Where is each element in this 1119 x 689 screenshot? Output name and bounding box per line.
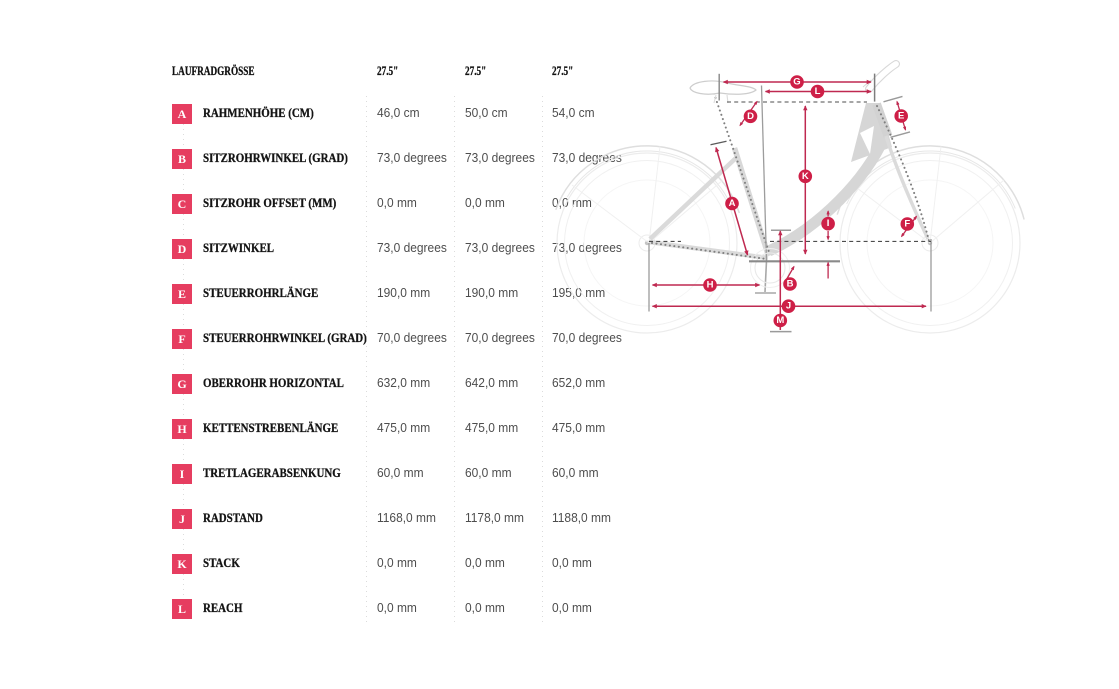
- svg-text:I: I: [827, 218, 830, 229]
- svg-text:G: G: [793, 77, 800, 88]
- svg-text:K: K: [802, 171, 809, 182]
- svg-text:M: M: [776, 315, 784, 326]
- svg-text:B: B: [787, 279, 794, 290]
- svg-text:A: A: [729, 198, 736, 209]
- svg-text:E: E: [898, 111, 904, 122]
- svg-text:L: L: [815, 86, 821, 97]
- svg-text:F: F: [904, 219, 910, 230]
- svg-text:J: J: [786, 301, 791, 312]
- svg-text:D: D: [747, 111, 754, 122]
- svg-text:H: H: [707, 280, 714, 291]
